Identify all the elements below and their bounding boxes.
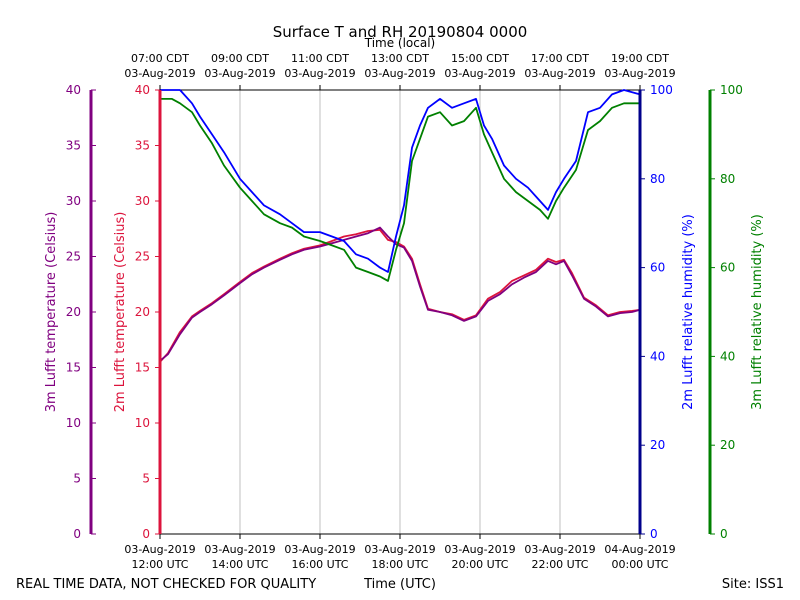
chart-title: Surface T and RH 20190804 0000 [273,23,528,41]
temp3m-tick-label: 5 [73,472,81,486]
series-line-3m-lufft-temperature [159,226,641,362]
temp2m-tick-label: 20 [135,305,150,319]
temp2m-tick-label: 10 [135,416,150,430]
temp2m-tick-label: 40 [135,83,150,97]
temp2m-tick-label: 0 [142,527,150,541]
top-tick-date: 03-Aug-2019 [444,67,515,80]
rh3m-tick-label: 80 [720,172,735,186]
top-tick-time: 07:00 CDT [131,52,189,65]
series-line-3m-lufft-relative-humidity [160,98,640,282]
top-tick-time: 17:00 CDT [531,52,589,65]
temp2m-tick-label: 5 [142,472,150,486]
temp3m-tick-label: 30 [66,194,81,208]
rh3m-tick-label: 100 [720,83,743,97]
top-tick-time: 19:00 CDT [611,52,669,65]
rh2m-tick-label: 100 [650,83,673,97]
rh3m-tick-label: 20 [720,438,735,452]
bottom-tick-time: 12:00 UTC [131,558,188,571]
vertical-gridlines [239,90,561,534]
rh2m-tick-label: 60 [650,261,665,275]
axis-label-2m-temperature: 2m Lufft temperature (Celsius) [113,212,128,413]
axis-label-2m-humidity: 2m Lufft relative humidity (%) [681,214,696,410]
bottom-tick-date: 03-Aug-2019 [364,543,435,556]
temp2m-tick-label: 25 [135,250,150,264]
axis-3m-humidity: 0 20 40 60 80 100 [708,83,743,541]
temp2m-tick-label: 15 [135,361,150,375]
bottom-tick-date: 03-Aug-2019 [204,543,275,556]
bottom-tick-date: 03-Aug-2019 [284,543,355,556]
bottom-tick-time: 20:00 UTC [451,558,508,571]
top-tick-date: 03-Aug-2019 [524,67,595,80]
rh2m-tick-label: 20 [650,438,665,452]
top-tick-time: 15:00 CDT [451,52,509,65]
temp3m-tick-label: 10 [66,416,81,430]
rh2m-tick-label: 40 [650,349,665,363]
bottom-tick-time: 14:00 UTC [211,558,268,571]
top-tick-date: 03-Aug-2019 [284,67,355,80]
bottom-tick-time: 22:00 UTC [531,558,588,571]
axis-label-3m-temperature: 3m Lufft temperature (Celsius) [44,212,59,413]
top-tick-time: 11:00 CDT [291,52,349,65]
axis-top-local-time: 07:00 CDT 03-Aug-2019 09:00 CDT 03-Aug-2019… [124,52,676,90]
top-tick-date: 03-Aug-2019 [124,67,195,80]
temp2m-tick-label: 30 [135,194,150,208]
temp3m-tick-label: 20 [66,305,81,319]
top-tick-date: 03-Aug-2019 [604,67,675,80]
axis-bottom-utc-time: 03-Aug-2019 12:00 UTC 03-Aug-2019 14:00 UTC… [124,534,676,571]
rh2m-tick-label: 80 [650,172,665,186]
footer-site: Site: ISS1 [722,577,784,592]
temp3m-tick-label: 0 [73,527,81,541]
temp3m-tick-label: 25 [66,250,81,264]
bottom-tick-date: 03-Aug-2019 [124,543,195,556]
series-line-2m-lufft-relative-humidity [160,89,641,273]
bottom-tick-time: 00:00 UTC [611,558,668,571]
top-axis-label: Time (local) [364,36,436,50]
top-tick-date: 03-Aug-2019 [204,67,275,80]
temp2m-tick-label: 35 [135,139,150,153]
temp3m-tick-label: 35 [66,139,81,153]
top-tick-date: 03-Aug-2019 [364,67,435,80]
axis-3m-temperature: 0 5 10 15 20 25 30 35 40 [66,83,96,541]
x-axis-label: Time (UTC) [363,577,436,592]
rh3m-tick-label: 0 [720,527,728,541]
rh3m-tick-label: 40 [720,349,735,363]
series-layer [159,89,641,363]
temp3m-tick-label: 40 [66,83,81,97]
bottom-tick-time: 18:00 UTC [371,558,428,571]
bottom-tick-date: 04-Aug-2019 [604,543,675,556]
axis-2m-humidity: 0 20 40 60 80 100 [638,83,673,541]
bottom-tick-date: 03-Aug-2019 [444,543,515,556]
axis-label-3m-humidity: 3m Lufft relative humidity (%) [750,214,765,410]
bottom-tick-time: 16:00 UTC [291,558,348,571]
top-tick-time: 09:00 CDT [211,52,269,65]
rh2m-tick-label: 0 [650,527,658,541]
temp3m-tick-label: 15 [66,361,81,375]
bottom-tick-date: 03-Aug-2019 [524,543,595,556]
rh3m-tick-label: 60 [720,261,735,275]
footer-quality-note: REAL TIME DATA, NOT CHECKED FOR QUALITY [16,577,316,592]
axis-2m-temperature: 0 5 10 15 20 25 30 35 40 [135,83,162,541]
top-tick-time: 13:00 CDT [371,52,429,65]
